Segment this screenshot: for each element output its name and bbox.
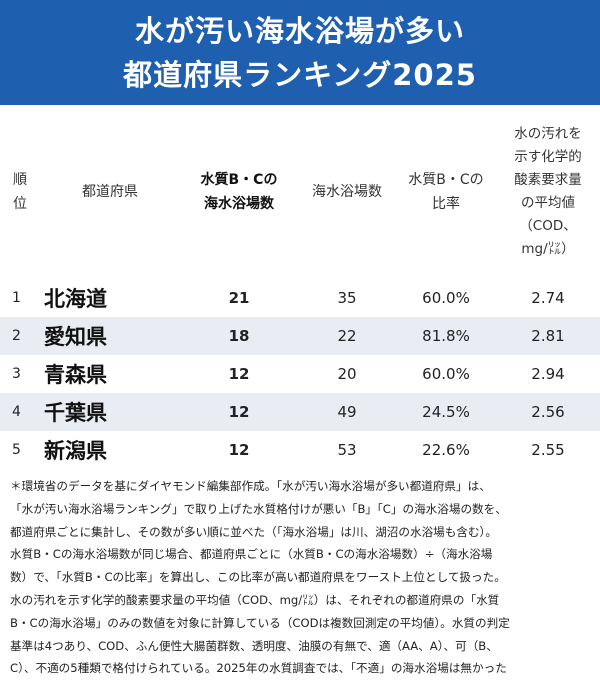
total-count-cell: 35 bbox=[337, 289, 357, 307]
footnote-line: 都道府県ごとに集計し、その数が多い順に並べた（「海水浴場」は川、湖沼の水浴場も含… bbox=[10, 524, 497, 539]
prefecture-cell: 北海道 bbox=[44, 287, 107, 311]
ranking-table: 順 位 都道府県 水質B・Cの 海水浴場数 海水浴場数 水質B・Cの 比率 bbox=[0, 105, 600, 469]
table-row: 5 新潟県 12 53 22.6% 2.55 bbox=[0, 431, 600, 469]
bc-ratio-cell: 24.5% bbox=[422, 403, 470, 421]
table-header-row: 順 位 都道府県 水質B・Cの 海水浴場数 海水浴場数 水質B・Cの 比率 bbox=[0, 105, 600, 279]
header-rank: 順 位 bbox=[13, 172, 27, 212]
bc-count-cell: 12 bbox=[228, 365, 250, 383]
cod-cell: 2.94 bbox=[531, 365, 565, 383]
total-count-cell: 20 bbox=[337, 365, 357, 383]
table-row: 2 愛知県 18 22 81.8% 2.81 bbox=[0, 317, 600, 355]
footnotes: ＊環境省のデータを基にダイヤモンド編集部作成。「水が汚い海水浴場が多い都道府県」… bbox=[0, 469, 600, 680]
header-prefecture: 都道府県 bbox=[82, 184, 138, 200]
rank-cell: 5 bbox=[12, 442, 21, 458]
bc-count-cell: 21 bbox=[228, 289, 250, 307]
footnote-line: 基準は4つあり、COD、ふん便性大腸菌群数、透明度、油膜の有無で、適（AA、A）… bbox=[10, 638, 498, 653]
title-line-1: 水が汚い海水浴場が多い bbox=[134, 13, 465, 48]
bc-ratio-cell: 60.0% bbox=[422, 365, 470, 383]
footnote-line: C）、不適の5種類で格付けられている。2025年の水質調査では、「不適」の海水浴… bbox=[10, 661, 507, 676]
total-count-cell: 49 bbox=[337, 403, 357, 421]
total-count-cell: 53 bbox=[337, 441, 357, 459]
bc-ratio-cell: 22.6% bbox=[422, 441, 470, 459]
title-banner: 水が汚い海水浴場が多い 都道府県ランキング2025 bbox=[0, 0, 600, 105]
table-row: 3 青森県 12 20 60.0% 2.94 bbox=[0, 355, 600, 393]
prefecture-cell: 新潟県 bbox=[44, 439, 107, 463]
total-count-cell: 22 bbox=[337, 327, 357, 345]
rank-cell: 4 bbox=[12, 404, 21, 420]
footnote-line: 水の汚れを示す化学的酸素要求量の平均値（COD、mg/㍑）は、それぞれの都道府県… bbox=[10, 592, 500, 607]
bc-count-cell: 18 bbox=[228, 327, 250, 345]
header-cod: 水の汚れを 示す化学的 酸素要求量 の平均値 （COD、 mg/㍑） bbox=[514, 126, 582, 257]
footnote-line: 水質B・Cの海水浴場数が同じ場合、都道府県ごとに（水質B・Cの海水浴場数）÷（海… bbox=[10, 547, 493, 562]
rank-cell: 3 bbox=[12, 366, 21, 382]
footnote-line: B・Cの海水浴場」のみの数値を対象に計算している（CODは複数回測定の平均値）。… bbox=[10, 615, 510, 630]
footnote-line: 「水が汚い海水浴場ランキング」で取り上げた水質格付けが悪い「B」「C」の海水浴場… bbox=[10, 501, 507, 516]
header-bc-count: 水質B・Cの 海水浴場数 bbox=[200, 172, 278, 212]
title-line-2: 都道府県ランキング2025 bbox=[123, 57, 477, 92]
table-row: 1 北海道 21 35 60.0% 2.74 bbox=[0, 279, 600, 317]
cod-cell: 2.74 bbox=[531, 289, 565, 307]
prefecture-cell: 青森県 bbox=[44, 363, 107, 387]
header-bc-ratio: 水質B・Cの 比率 bbox=[408, 172, 484, 212]
footnote-line: ＊環境省のデータを基にダイヤモンド編集部作成。「水が汚い海水浴場が多い都道府県」… bbox=[10, 479, 491, 493]
rank-cell: 2 bbox=[12, 328, 21, 344]
footnote-line: 数）で、「水質B・Cの比率」を算出し、この比率が高い都道府県をワースト上位として… bbox=[10, 570, 506, 585]
bc-ratio-cell: 60.0% bbox=[422, 289, 470, 307]
bc-count-cell: 12 bbox=[228, 441, 250, 459]
table-row: 4 千葉県 12 49 24.5% 2.56 bbox=[0, 393, 600, 431]
bc-ratio-cell: 81.8% bbox=[422, 327, 470, 345]
prefecture-cell: 千葉県 bbox=[44, 401, 107, 425]
cod-cell: 2.56 bbox=[531, 403, 565, 421]
cod-cell: 2.81 bbox=[531, 327, 565, 345]
header-total-count: 海水浴場数 bbox=[312, 184, 382, 200]
bc-count-cell: 12 bbox=[228, 403, 250, 421]
prefecture-cell: 愛知県 bbox=[44, 325, 107, 349]
rank-cell: 1 bbox=[12, 290, 21, 306]
cod-cell: 2.55 bbox=[531, 441, 565, 459]
